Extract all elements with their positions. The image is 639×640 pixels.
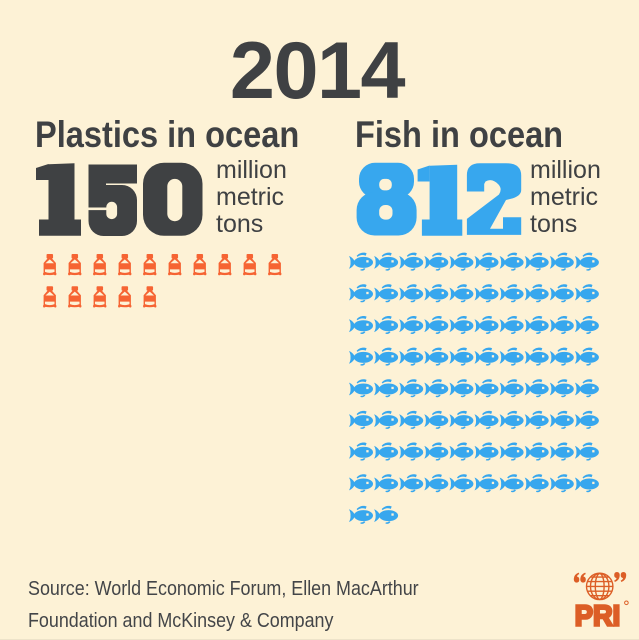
svg-text:PRI: PRI (575, 600, 620, 632)
